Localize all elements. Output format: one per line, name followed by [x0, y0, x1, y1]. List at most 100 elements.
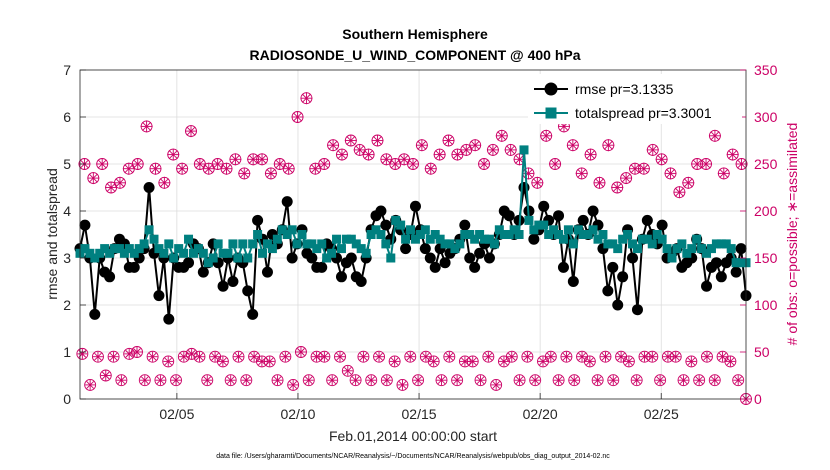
totalspread-point	[297, 230, 307, 239]
obs-low-possible-point	[302, 374, 315, 387]
x-tick-label: 02/15	[402, 406, 437, 422]
rmse-point	[104, 271, 116, 283]
obs-assimilated-point	[185, 125, 197, 138]
obs-low-assimilated-point	[584, 356, 595, 367]
totalspread-point	[652, 230, 662, 239]
totalspread-point	[361, 248, 371, 258]
obs-assimilated-point	[202, 162, 215, 175]
obs-assimilated-point	[566, 139, 579, 152]
obs-assimilated-point	[327, 139, 340, 152]
obs-low-assimilated-point	[545, 351, 556, 362]
obs-low-assimilated-point	[475, 375, 486, 386]
totalspread-point	[657, 234, 667, 244]
obs-low-possible-point	[466, 355, 479, 368]
right-tick-label: 100	[754, 297, 778, 313]
totalspread-point	[317, 239, 327, 249]
obs-low-assimilated-point	[225, 375, 236, 386]
obs-assimilated-point	[664, 167, 677, 180]
rmse-point	[355, 276, 367, 287]
obs-low-assimilated-point	[655, 375, 666, 386]
totalspread-point	[253, 230, 263, 239]
totalspread-point	[608, 239, 618, 249]
obs-low-assimilated-point	[522, 351, 533, 362]
obs-low-assimilated-point	[139, 375, 150, 386]
totalspread-point	[642, 234, 652, 244]
obs-low-assimilated-point	[358, 351, 369, 362]
rmse-point	[730, 266, 742, 278]
totalspread-point	[391, 215, 401, 225]
totalspread-point	[129, 248, 139, 258]
totalspread-point	[613, 244, 623, 254]
rmse-point	[375, 205, 387, 217]
totalspread-point	[159, 248, 169, 258]
right-tick-label: 50	[754, 344, 770, 360]
rmse-point	[335, 271, 347, 283]
totalspread-point	[539, 220, 549, 230]
obs-assimilated-point	[655, 153, 668, 166]
obs-low-possible-point	[287, 378, 300, 391]
totalspread-point	[312, 244, 322, 254]
obs-low-assimilated-point	[374, 351, 385, 362]
obs-low-possible-point	[474, 374, 487, 387]
obs-low-possible-point	[427, 355, 440, 368]
obs-low-possible-point	[412, 374, 425, 387]
obs-low-possible-point	[443, 350, 456, 363]
totalspread-point	[480, 234, 490, 244]
obs-low-assimilated-point	[467, 356, 478, 367]
rmse-point	[247, 308, 259, 320]
rmse-point	[429, 261, 441, 273]
obs-low-assimilated-point	[116, 375, 127, 386]
obs-low-assimilated-point	[623, 356, 634, 367]
obs-assimilated-point	[540, 129, 553, 142]
obs-low-assimilated-point	[155, 375, 166, 386]
totalspread-point	[307, 239, 317, 249]
obs-assimilated-point	[389, 158, 402, 170]
x-axis-label: Feb.01,2014 00:00:00 start	[329, 428, 497, 444]
rmse-point	[380, 219, 392, 231]
obs-low-possible-point	[560, 350, 573, 363]
obs-low-assimilated-point	[608, 375, 619, 386]
totalspread-point	[193, 244, 203, 254]
obs-assimilated-point	[637, 162, 650, 175]
totalspread-point	[667, 253, 677, 263]
obs-low-assimilated-point	[397, 379, 408, 390]
obs-low-assimilated-point	[163, 356, 174, 367]
obs-low-assimilated-point	[506, 351, 517, 362]
obs-assimilated-point	[220, 162, 233, 175]
obs-low-possible-point	[271, 374, 284, 387]
obs-low-possible-point	[279, 350, 292, 363]
totalspread-point	[618, 234, 628, 244]
obs-assimilated-point	[424, 162, 437, 175]
legend-rmse-marker	[544, 82, 558, 96]
obs-low-possible-point	[646, 350, 659, 363]
totalspread-point	[277, 225, 287, 235]
left-tick-label: 0	[63, 391, 71, 407]
obs-low-assimilated-point	[147, 351, 158, 362]
obs-low-possible-point	[107, 350, 120, 363]
obs-low-assimilated-point	[92, 351, 103, 362]
obs-low-assimilated-point	[631, 375, 642, 386]
totalspread-point	[692, 234, 702, 244]
totalspread-point	[440, 239, 450, 249]
rmse-point	[528, 233, 540, 245]
obs-low-possible-point	[451, 374, 464, 387]
rmse-point	[617, 271, 629, 283]
rmse-point	[79, 219, 91, 231]
rmse-point	[252, 214, 264, 226]
totalspread-point	[114, 244, 124, 254]
obs-low-assimilated-point	[709, 375, 720, 386]
totalspread-point	[105, 248, 115, 258]
totalspread-point	[460, 230, 470, 239]
obs-low-possible-point	[349, 374, 362, 387]
totalspread-point	[544, 230, 554, 239]
obs-low-assimilated-point	[85, 379, 96, 390]
obs-low-possible-point	[92, 350, 104, 363]
obs-assimilated-point	[673, 186, 686, 199]
totalspread-point	[534, 220, 544, 230]
obs-low-possible-point	[654, 374, 667, 387]
obs-low-possible-point	[216, 355, 229, 368]
totalspread-point	[450, 244, 460, 254]
totalspread-point	[578, 230, 588, 239]
totalspread-point	[322, 253, 332, 263]
totalspread-point	[144, 225, 154, 235]
